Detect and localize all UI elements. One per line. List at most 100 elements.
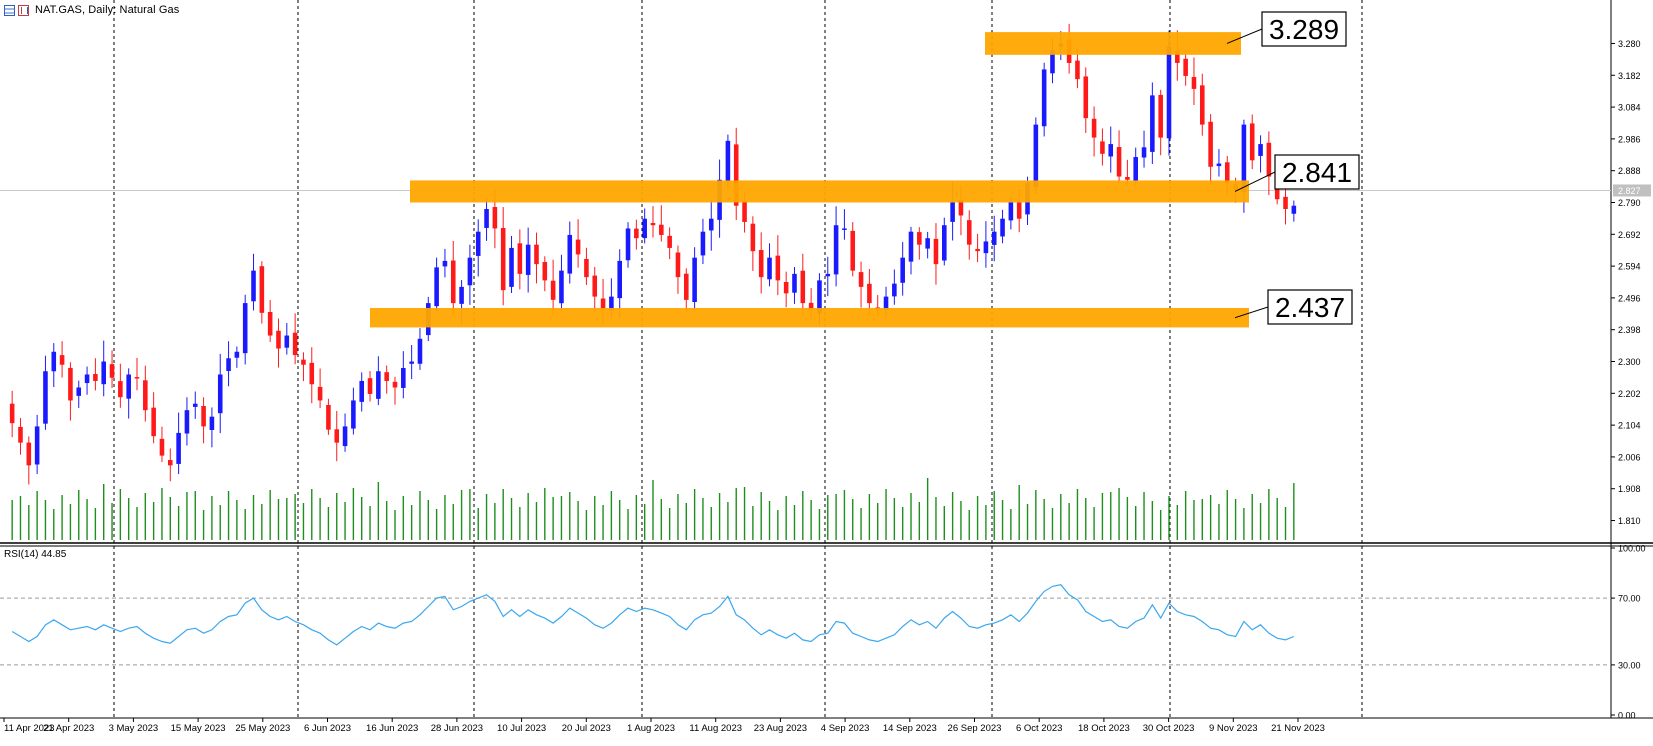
- upper-resistance-label: 3.289: [1269, 14, 1339, 45]
- candle-body: [1291, 205, 1297, 214]
- x-tick-label: 15 May 2023: [171, 723, 226, 734]
- zone-label-box: [1261, 11, 1347, 47]
- candle-body: [18, 426, 23, 443]
- candle-body: [917, 232, 922, 245]
- y-tick-label: 2.692: [1618, 230, 1641, 240]
- candle-body: [234, 351, 240, 358]
- x-tick-label: 21 Nov 2023: [1271, 723, 1325, 734]
- candle-body: [450, 260, 456, 304]
- candle-body: [1050, 49, 1055, 74]
- candle-body: [667, 235, 672, 248]
- candle-body: [650, 222, 656, 226]
- candle-body: [68, 367, 73, 401]
- x-tick-label: 4 Sep 2023: [821, 723, 870, 734]
- candle-body: [409, 361, 414, 364]
- candle-body: [534, 244, 539, 265]
- candle-body: [617, 260, 622, 299]
- candle-body: [217, 374, 223, 414]
- x-tick-label: 20 Jul 2023: [562, 723, 611, 734]
- candle-body: [858, 272, 864, 287]
- candle-body: [109, 364, 115, 378]
- x-tick-label: 11 Aug 2023: [689, 723, 742, 734]
- x-tick-label: 16 Jun 2023: [366, 723, 418, 734]
- candle-body: [151, 407, 156, 437]
- candle-body: [201, 405, 206, 427]
- y-tick-label: 3.182: [1618, 71, 1641, 81]
- candle-body: [675, 252, 681, 278]
- support-zone: [370, 307, 1249, 328]
- candle-body: [359, 380, 364, 402]
- y-tick-label: 2.790: [1618, 198, 1641, 208]
- candle-body: [9, 403, 15, 424]
- candle-body: [950, 202, 955, 222]
- candle-body: [1216, 163, 1222, 167]
- candle-body: [925, 238, 930, 249]
- candle-body: [1200, 85, 1205, 125]
- middle-resistance-label: 2.841: [1282, 157, 1352, 188]
- candle-body: [101, 361, 106, 385]
- candle-body: [267, 311, 273, 336]
- candle-body: [434, 267, 439, 307]
- candle-body: [1283, 196, 1288, 209]
- candle-body: [642, 218, 647, 239]
- y-tick-label: 2.594: [1618, 262, 1641, 272]
- candle-body: [184, 410, 190, 434]
- x-tick-label: 18 Oct 2023: [1078, 723, 1130, 734]
- candle-body: [309, 362, 315, 385]
- candle-body: [1133, 157, 1138, 181]
- candle-body: [850, 230, 856, 271]
- candle-body: [317, 386, 323, 401]
- candle-body: [600, 298, 606, 310]
- candle-body: [401, 368, 406, 388]
- chart-bars-icon[interactable]: [4, 4, 15, 16]
- middle-resistance-zone: [410, 180, 1249, 203]
- candle-body: [342, 426, 348, 447]
- x-tick-label: 3 May 2023: [109, 723, 159, 734]
- candle-body: [725, 140, 731, 181]
- candle-body: [226, 358, 231, 371]
- candle-body: [975, 248, 980, 252]
- candle-body: [276, 330, 281, 349]
- candle-body: [883, 296, 889, 310]
- candle-body: [1141, 147, 1147, 158]
- candle-body: [900, 257, 905, 283]
- y-tick-label: 1.810: [1618, 516, 1641, 526]
- current-price-badge: [1613, 184, 1651, 197]
- candle-body: [84, 374, 90, 384]
- candle-body: [1033, 124, 1039, 188]
- x-tick-label: 14 Sep 2023: [883, 723, 937, 734]
- candle-body: [284, 335, 290, 348]
- candle-body: [1166, 46, 1172, 139]
- candle-body: [933, 238, 939, 265]
- candle-body: [625, 228, 631, 261]
- candle-body: [259, 266, 265, 313]
- candle-body: [334, 429, 340, 443]
- candle-body: [1241, 124, 1247, 193]
- rsi-tick-label: 30.00: [1618, 660, 1641, 670]
- candle-body: [700, 231, 706, 256]
- candle-body: [817, 280, 822, 314]
- zone-label-box: [1274, 154, 1360, 190]
- x-tick-label: 28 Jun 2023: [431, 723, 483, 734]
- candle-body: [1266, 142, 1272, 177]
- candle-body: [442, 260, 448, 267]
- rsi-tick-label: 100.00: [1618, 544, 1646, 554]
- candle-body: [742, 201, 747, 222]
- candle-body: [991, 231, 997, 245]
- rsi-tick-label: 0.00: [1618, 711, 1636, 721]
- candle-body: [26, 442, 32, 466]
- candle-body: [159, 438, 165, 456]
- y-tick-label: 2.398: [1618, 325, 1641, 335]
- candle-body: [509, 247, 514, 287]
- candle-body: [1075, 60, 1080, 80]
- candle-body: [292, 332, 298, 356]
- candle-body: [43, 371, 48, 424]
- candle-body: [351, 400, 356, 429]
- candle-body: [367, 378, 373, 394]
- candle-body: [1100, 141, 1105, 154]
- candle-body: [192, 403, 198, 407]
- candle-body: [1108, 144, 1114, 157]
- candle-body: [392, 381, 398, 388]
- indicator-icon[interactable]: [18, 4, 29, 16]
